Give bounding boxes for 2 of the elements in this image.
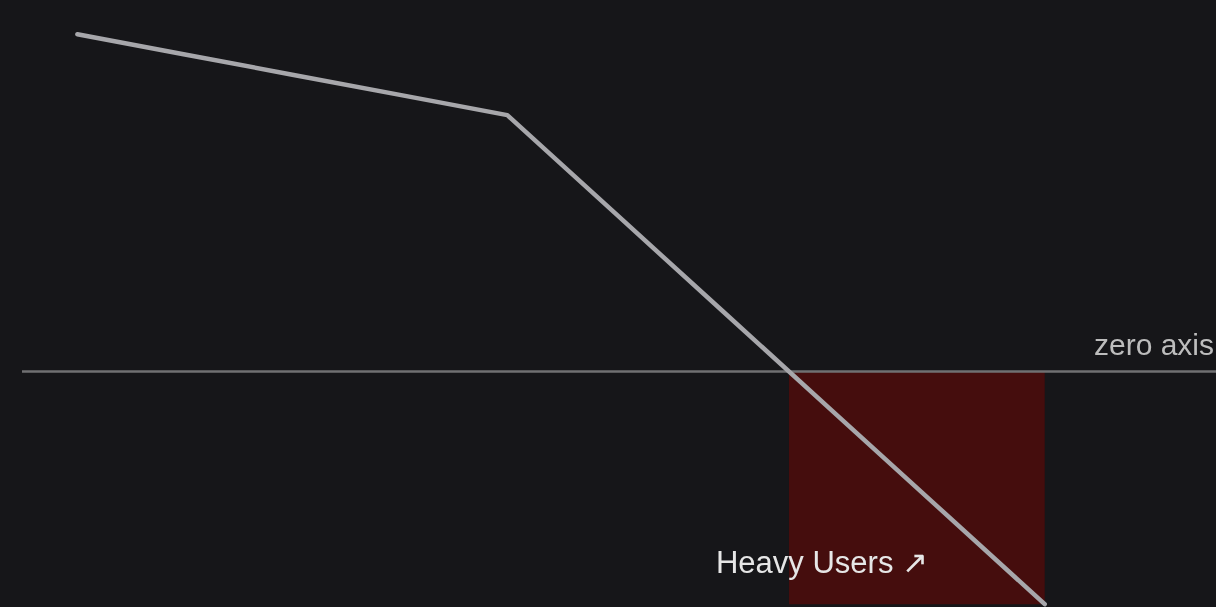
ref-line-label: zero axis bbox=[1093, 328, 1214, 362]
annotation: Heavy Users ↗ bbox=[715, 545, 928, 580]
